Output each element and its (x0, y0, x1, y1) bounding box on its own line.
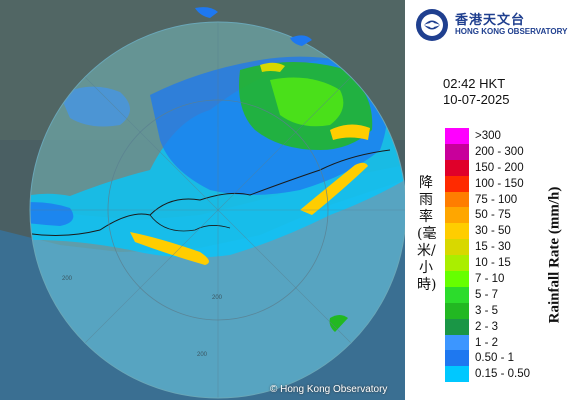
legend-label: 15 - 30 (475, 241, 511, 254)
legend-row-5-7: 5 - 7 (445, 286, 575, 303)
legend-swatch (445, 350, 469, 367)
observation-time: 02:42 HKT (443, 76, 506, 91)
legend-label: 0.50 - 1 (475, 352, 514, 365)
legend-row-150-200: 150 - 200 (445, 159, 575, 176)
legend-swatch (445, 143, 469, 160)
legend-label: 30 - 50 (475, 225, 511, 238)
legend-label: 5 - 7 (475, 288, 499, 301)
legend-label: 1 - 2 (475, 336, 499, 349)
legend-swatch (445, 271, 469, 287)
legend-label: 50 - 75 (475, 209, 511, 222)
legend-swatch (445, 255, 469, 272)
legend-row-3-5: 3 - 5 (445, 302, 575, 319)
legend-row-200-300: 200 - 300 (445, 143, 575, 160)
legend-scale: >300 200 - 300 150 - 200 100 - 150 75 - … (445, 128, 575, 383)
legend-swatch (445, 128, 469, 144)
legend-row-30-50: 30 - 50 (445, 223, 575, 240)
rain-streak-east (300, 162, 368, 215)
legend-row-15-30: 15 - 30 (445, 239, 575, 256)
legend-swatch (445, 191, 469, 208)
range-label-south: 200 (197, 352, 208, 358)
legend-label: 150 - 200 (475, 161, 524, 174)
legend-swatch (445, 239, 469, 256)
observatory-logo: 香港天文台 HONG KONG OBSERVATORY (415, 8, 575, 42)
legend-row-0-5-1: 0.50 - 1 (445, 350, 575, 367)
legend-row-1-2: 1 - 2 (445, 334, 575, 351)
legend-swatch (445, 223, 469, 240)
legend-row-0-15-0-5: 0.15 - 0.50 (445, 366, 575, 383)
legend-swatch (445, 207, 469, 224)
legend-row-300-plus: >300 (445, 128, 575, 144)
coastline (30, 149, 391, 237)
legend-swatch (445, 159, 469, 176)
range-label-south-left: 200 (212, 295, 223, 301)
legend-label: 100 - 150 (475, 177, 524, 190)
legend-label: 0.15 - 0.50 (475, 368, 530, 381)
legend-swatch (445, 366, 469, 383)
radar-coverage (30, 22, 405, 398)
legend-row-7-10: 7 - 10 (445, 271, 575, 287)
legend-sidebar: 香港天文台 HONG KONG OBSERVATORY 02:42 HKT 10… (405, 0, 577, 400)
legend-title-english: Rainfall Rate (mm/h) (546, 186, 563, 324)
legend-label: 7 - 10 (475, 273, 505, 286)
legend-label: 2 - 3 (475, 320, 499, 333)
radar-coverage-edge (29, 21, 405, 399)
observatory-emblem-icon (416, 9, 448, 41)
legend-row-100-150: 100 - 150 (445, 175, 575, 192)
legend-row-50-75: 50 - 75 (445, 207, 575, 224)
rain-streak-south (130, 232, 209, 265)
legend-title-chinese: 降雨率(毫米/小時) (417, 175, 437, 293)
legend-swatch (445, 302, 469, 319)
observation-date: 10-07-2025 (443, 92, 510, 107)
radar-map: 200 200 200 © Hong Kong Observatory (0, 0, 405, 400)
legend-row-2-3: 2 - 3 (445, 318, 575, 335)
legend-row-75-100: 75 - 100 (445, 191, 575, 208)
legend-swatch (445, 286, 469, 303)
logo-chinese-name: 香港天文台 (455, 13, 526, 28)
legend-label: 75 - 100 (475, 193, 518, 206)
legend-label: 10 - 15 (475, 257, 511, 270)
legend-label: 3 - 5 (475, 304, 499, 317)
legend-label: >300 (475, 130, 501, 142)
copyright-credit: © Hong Kong Observatory (270, 384, 388, 395)
legend-label: 200 - 300 (475, 145, 524, 158)
legend-swatch (445, 334, 469, 351)
legend-row-10-15: 10 - 15 (445, 255, 575, 272)
legend-swatch (445, 175, 469, 192)
logo-english-name: HONG KONG OBSERVATORY (455, 27, 568, 36)
range-label-west: 200 (62, 276, 73, 282)
legend-swatch (445, 318, 469, 335)
